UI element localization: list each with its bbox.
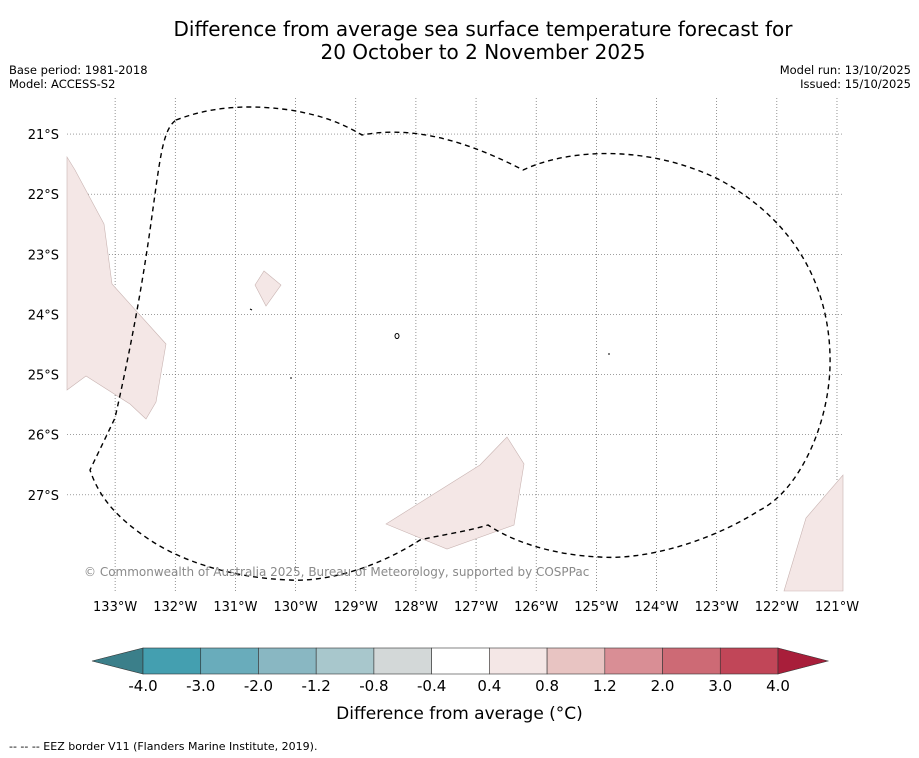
latitude-labels: 21°S 22°S 23°S 24°S 25°S 26°S 27°S bbox=[28, 128, 59, 504]
lat-label: 22°S bbox=[28, 188, 59, 203]
colorbar bbox=[91, 647, 830, 675]
map-figure: 133°W 132°W 131°W 130°W 129°W 128°W 127°W 126°W… bbox=[28, 98, 859, 695]
lon-label: 124°W bbox=[634, 600, 678, 615]
eez-footnote: -- -- -- EEZ border V11 (Flanders Marine… bbox=[9, 740, 318, 753]
colorbar-tick-label: 3.0 bbox=[708, 677, 732, 695]
lon-label: 130°W bbox=[274, 600, 318, 615]
title-line-1: Difference from average sea surface temp… bbox=[173, 17, 793, 41]
colorbar-under-arrow bbox=[91, 647, 144, 675]
latitude-gridlines bbox=[67, 133, 843, 496]
lon-label: 125°W bbox=[574, 600, 618, 615]
colorbar-tick-labels: -4.0 -3.0 -2.0 -1.2 -0.8 -0.4 0.4 0.8 1.2 2.0 3.0 4… bbox=[128, 677, 790, 695]
lat-label: 21°S bbox=[28, 128, 59, 143]
colorbar-tick-label: 0.4 bbox=[477, 677, 501, 695]
colorbar-tick-label: 1.2 bbox=[593, 677, 617, 695]
colorbar-segment bbox=[604, 647, 663, 675]
colorbar-segment bbox=[315, 647, 375, 675]
lat-label: 27°S bbox=[28, 489, 59, 504]
copyright-credit: © Commonwealth of Australia 2025, Bureau… bbox=[84, 565, 590, 579]
colorbar-tick-label: -0.8 bbox=[359, 677, 388, 695]
colorbar-tick-label: -0.4 bbox=[417, 677, 446, 695]
lat-label: 25°S bbox=[28, 369, 59, 384]
lon-label: 126°W bbox=[514, 600, 558, 615]
lat-label: 24°S bbox=[28, 308, 59, 323]
colorbar-segment bbox=[258, 647, 317, 675]
colorbar-label: Difference from average (°C) bbox=[336, 704, 583, 724]
colorbar-segment bbox=[662, 647, 721, 675]
colorbar-segment bbox=[489, 647, 548, 675]
lon-label: 132°W bbox=[153, 600, 197, 615]
issued-date: Issued: 15/10/2025 bbox=[800, 77, 911, 91]
anomaly-areas bbox=[66, 155, 844, 592]
colorbar-tick-label: -4.0 bbox=[128, 677, 157, 695]
meta-right: Model run: 13/10/2025 Issued: 15/10/2025 bbox=[780, 63, 911, 91]
anomaly-area-south bbox=[385, 436, 525, 550]
island-marker bbox=[394, 333, 400, 339]
lon-label: 129°W bbox=[334, 600, 378, 615]
anomaly-area-southeast bbox=[783, 474, 844, 592]
lat-label: 23°S bbox=[28, 248, 59, 263]
model-name: Model: ACCESS-S2 bbox=[9, 77, 116, 91]
base-period: Base period: 1981-2018 bbox=[9, 63, 148, 77]
colorbar-tick-label: 4.0 bbox=[766, 677, 790, 695]
island-marker bbox=[249, 308, 253, 311]
title-line-2: 20 October to 2 November 2025 bbox=[320, 40, 646, 64]
colorbar-segment bbox=[142, 647, 202, 675]
lon-label: 122°W bbox=[755, 600, 799, 615]
colorbar-segment bbox=[200, 647, 259, 675]
lon-label: 133°W bbox=[93, 600, 137, 615]
colorbar-tick-label: 2.0 bbox=[651, 677, 675, 695]
lon-label: 127°W bbox=[454, 600, 498, 615]
colorbar-segment bbox=[373, 647, 432, 675]
anomaly-area-island bbox=[254, 270, 282, 307]
eez-border bbox=[89, 106, 831, 581]
colorbar-tick-label: -1.2 bbox=[302, 677, 331, 695]
lat-label: 26°S bbox=[28, 429, 59, 444]
colorbar-segment bbox=[431, 647, 490, 675]
colorbar-tick-label: -3.0 bbox=[186, 677, 215, 695]
anomaly-area-west bbox=[66, 155, 167, 420]
lon-label: 128°W bbox=[394, 600, 438, 615]
lon-label: 131°W bbox=[213, 600, 257, 615]
colorbar-segment bbox=[546, 647, 606, 675]
meta-left: Base period: 1981-2018 Model: ACCESS-S2 bbox=[9, 63, 148, 91]
model-run: Model run: 13/10/2025 bbox=[779, 63, 911, 77]
colorbar-over-arrow bbox=[777, 647, 830, 675]
lon-label: 121°W bbox=[815, 600, 859, 615]
small-islands bbox=[249, 308, 610, 379]
colorbar-tick-label: -2.0 bbox=[244, 677, 273, 695]
map-title: Difference from average sea surface temp… bbox=[0, 18, 919, 64]
longitude-labels: 133°W 132°W 131°W 130°W 129°W 128°W 127°W 126°W… bbox=[93, 600, 859, 615]
colorbar-tick-label: 0.8 bbox=[535, 677, 559, 695]
colorbar-segment bbox=[719, 647, 779, 675]
lon-label: 123°W bbox=[695, 600, 739, 615]
